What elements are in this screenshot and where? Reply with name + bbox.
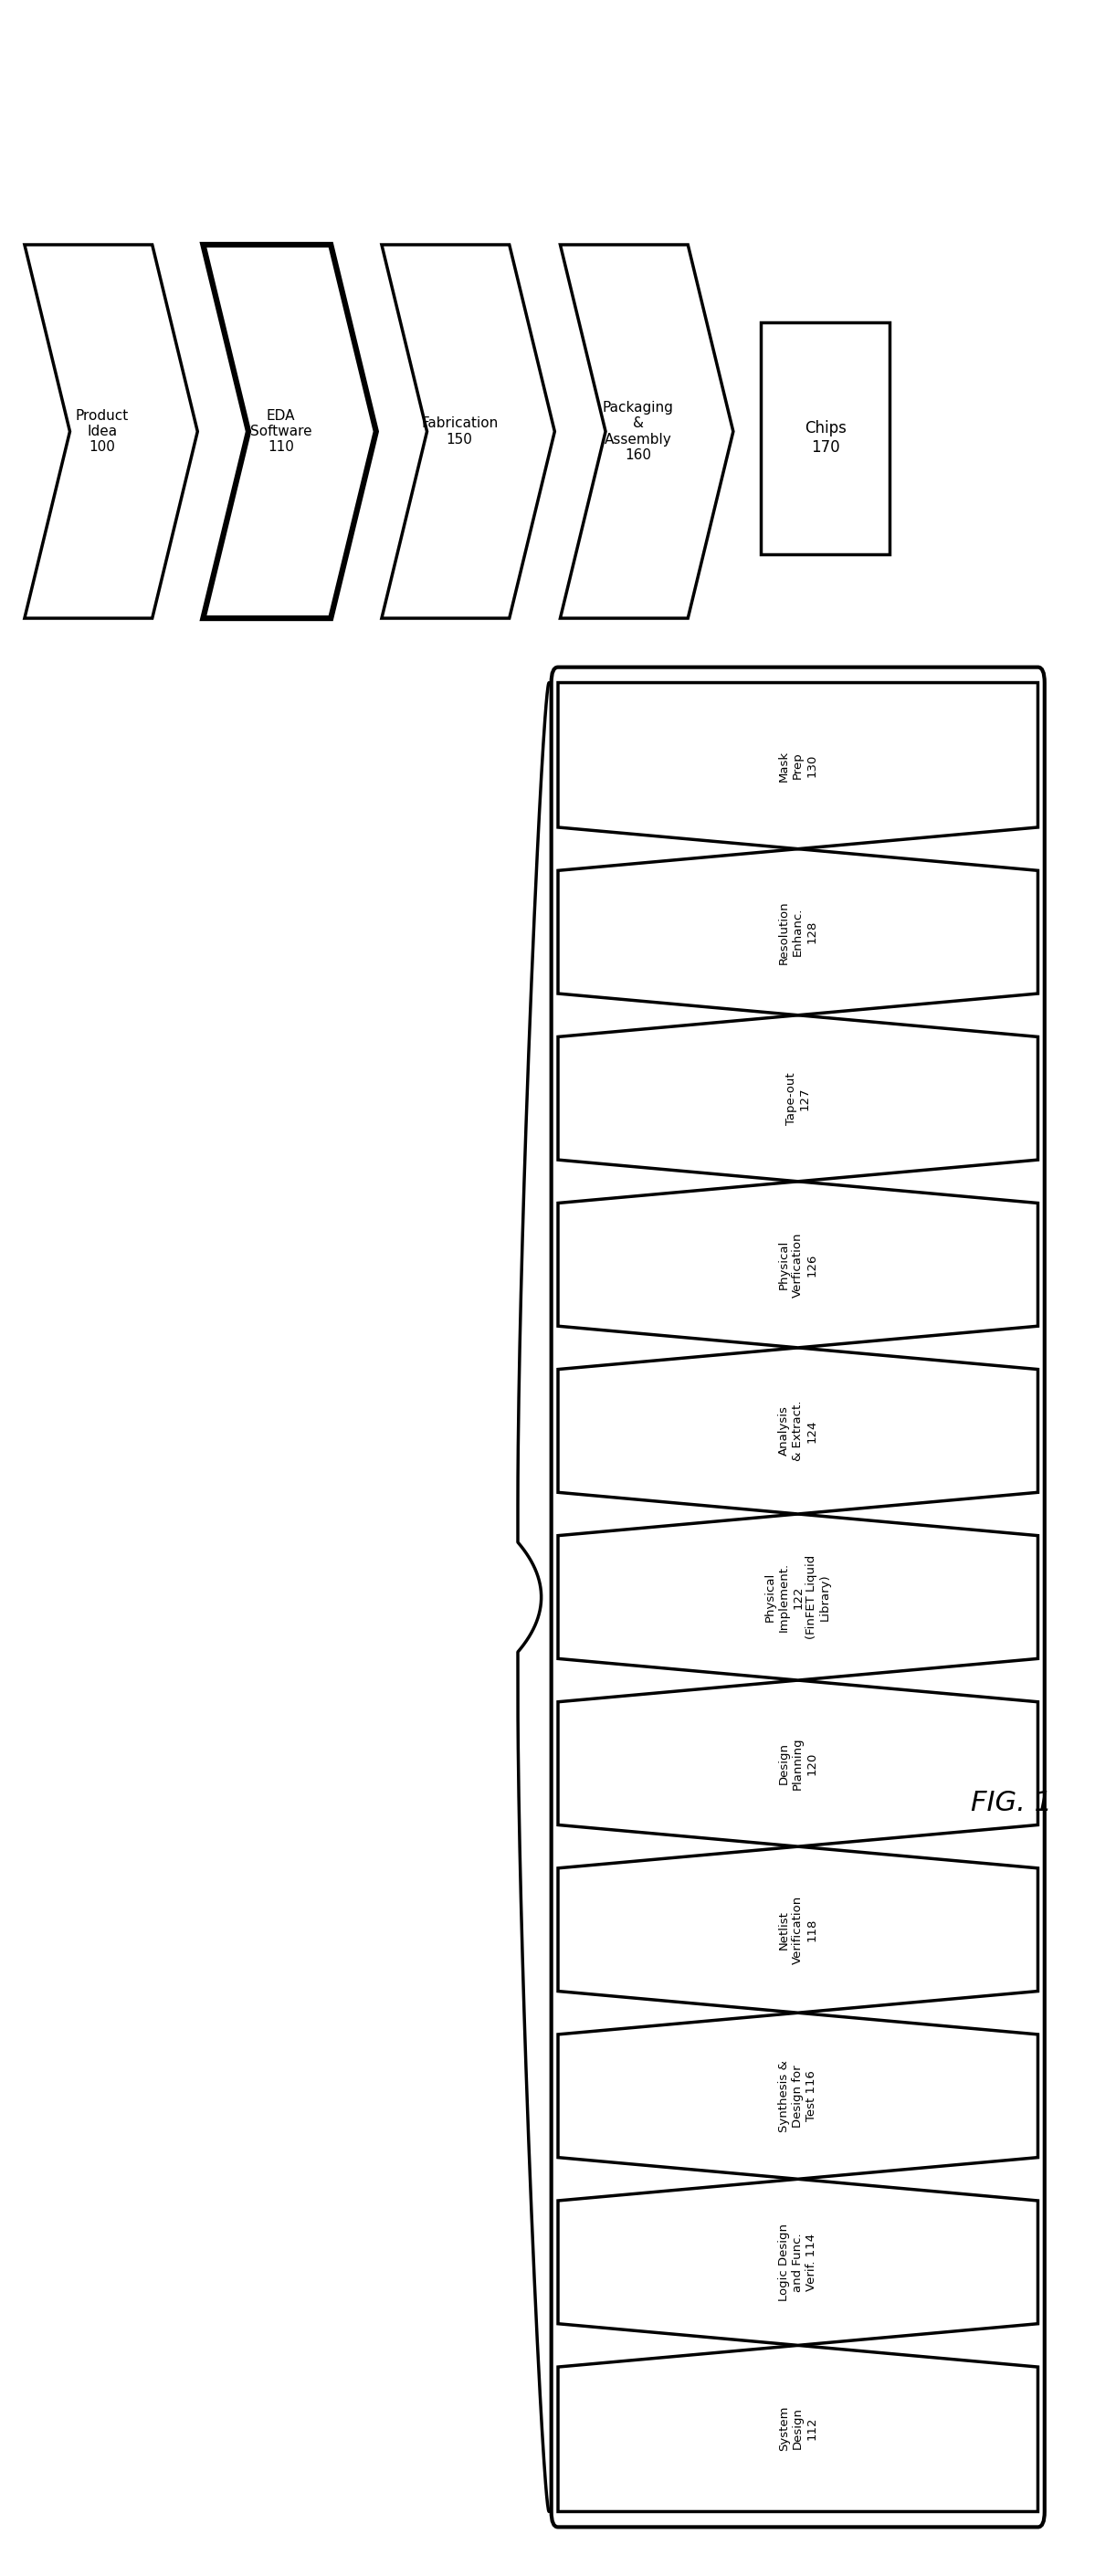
Polygon shape <box>558 2012 1038 2179</box>
Text: Netlist
Verification
118: Netlist Verification 118 <box>778 1896 818 1963</box>
Polygon shape <box>560 245 733 618</box>
Polygon shape <box>558 1182 1038 1347</box>
Text: Logic Design
and Func.
Verif. 114: Logic Design and Func. Verif. 114 <box>778 2223 818 2300</box>
Polygon shape <box>382 245 555 618</box>
Polygon shape <box>203 245 376 618</box>
Text: Physical
Implement.
122
(FinFET Liquid
Library): Physical Implement. 122 (FinFET Liquid L… <box>764 1556 831 1638</box>
Text: Fabrication
150: Fabrication 150 <box>421 417 498 446</box>
Text: Design
Planning
120: Design Planning 120 <box>778 1736 818 1790</box>
Text: FIG. 1: FIG. 1 <box>971 1790 1052 1816</box>
Polygon shape <box>25 245 198 618</box>
Text: Mask
Prep
130: Mask Prep 130 <box>778 750 818 781</box>
Polygon shape <box>558 1847 1038 2012</box>
Polygon shape <box>558 2179 1038 2344</box>
Text: Resolution
Enhanc.
128: Resolution Enhanc. 128 <box>778 899 818 963</box>
Polygon shape <box>558 2344 1038 2512</box>
Text: Analysis
& Extract.
124: Analysis & Extract. 124 <box>778 1401 818 1461</box>
Text: Chips
170: Chips 170 <box>805 420 846 456</box>
Polygon shape <box>558 1015 1038 1182</box>
FancyBboxPatch shape <box>761 322 889 554</box>
Text: Synthesis &
Design for
Test 116: Synthesis & Design for Test 116 <box>778 2061 818 2133</box>
Polygon shape <box>558 850 1038 1015</box>
Polygon shape <box>558 683 1038 850</box>
Text: Physical
Verfication
126: Physical Verfication 126 <box>778 1231 818 1298</box>
Text: Packaging
&
Assembly
160: Packaging & Assembly 160 <box>603 402 674 461</box>
Text: Product
Idea
100: Product Idea 100 <box>76 410 129 453</box>
Text: System
Design
112: System Design 112 <box>778 2406 818 2452</box>
Text: Tape-out
127: Tape-out 127 <box>786 1072 810 1126</box>
Polygon shape <box>558 1347 1038 1515</box>
Text: EDA
Software
110: EDA Software 110 <box>250 410 311 453</box>
Polygon shape <box>558 1680 1038 1847</box>
Polygon shape <box>558 1515 1038 1680</box>
